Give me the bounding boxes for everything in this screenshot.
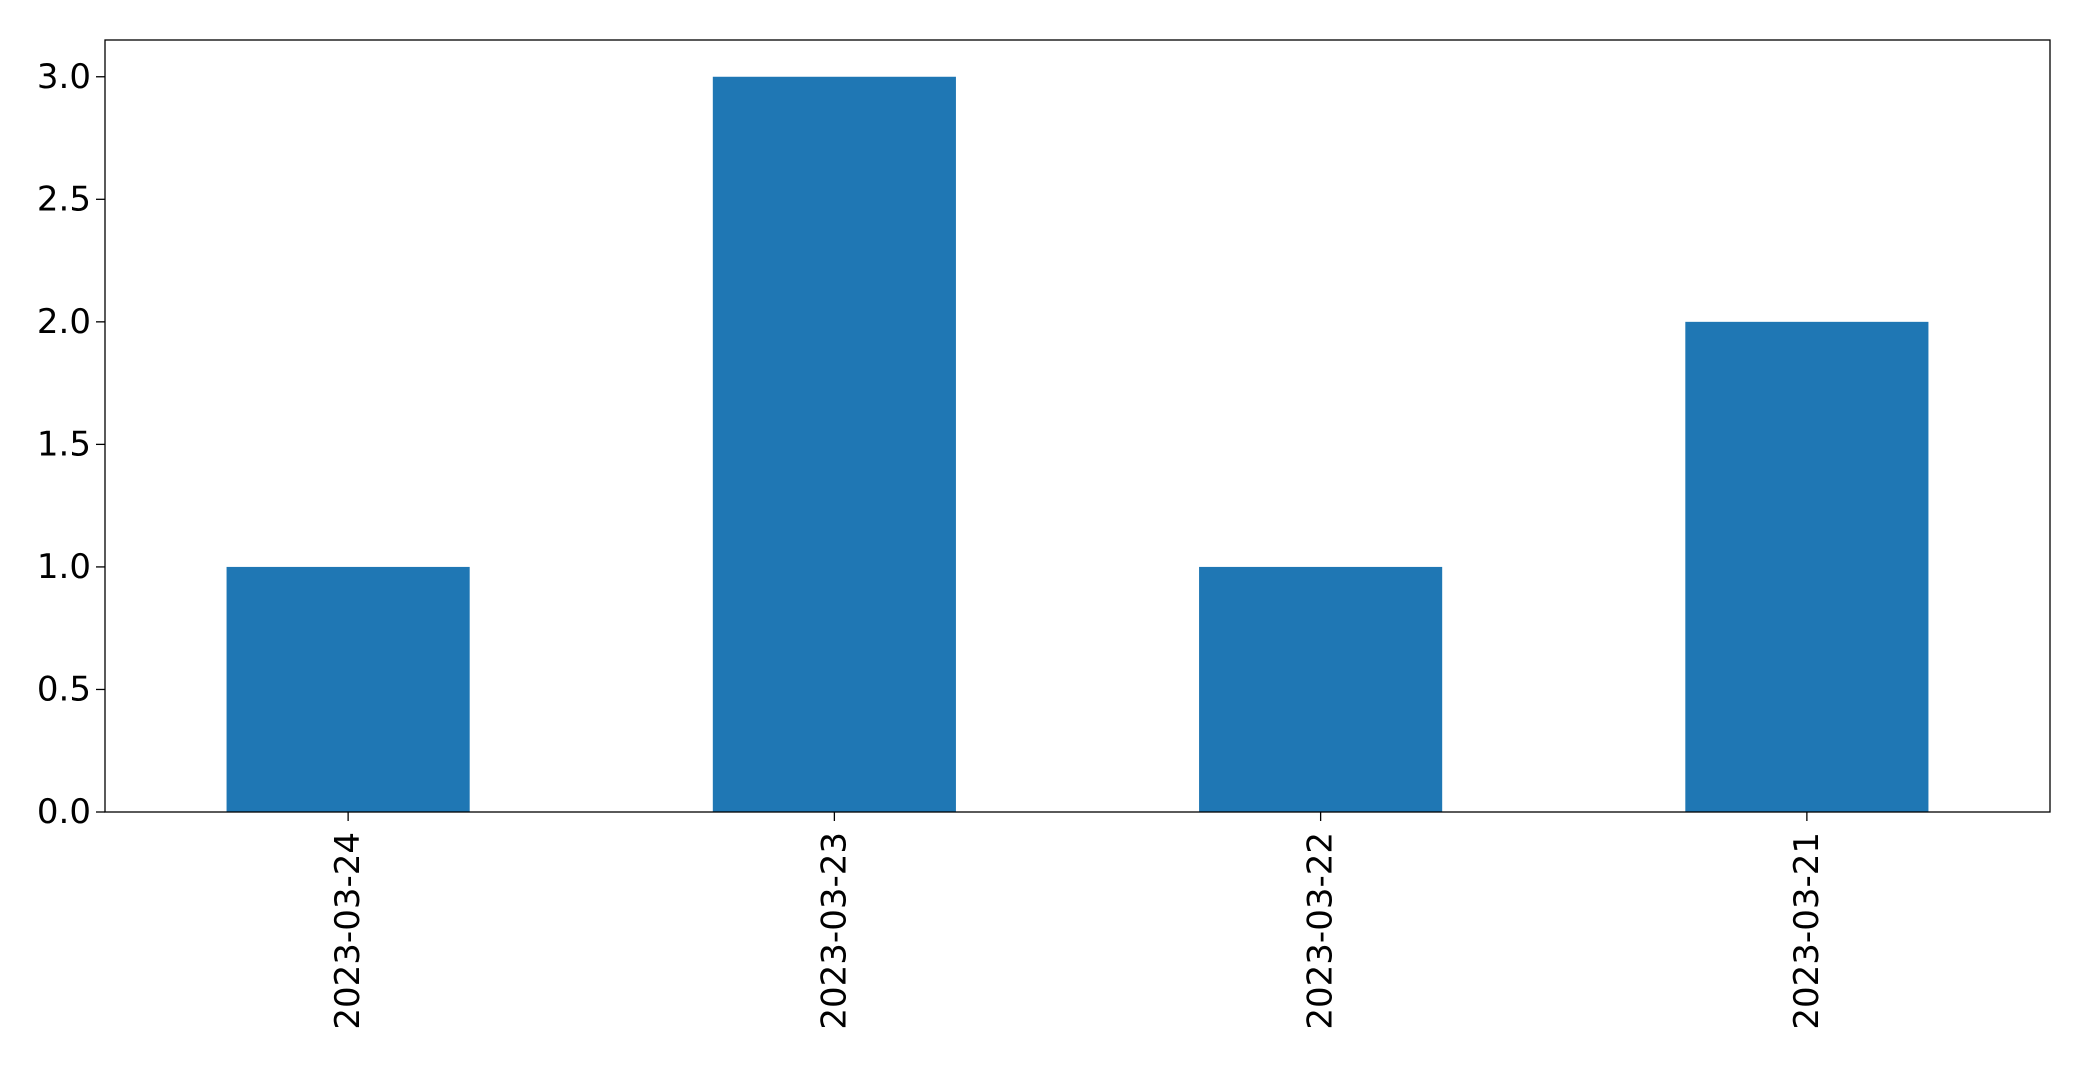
x-tick-label: 2023-03-24 — [328, 832, 368, 1030]
x-tick-label: 2023-03-23 — [814, 832, 854, 1030]
plot-area — [226, 76, 1929, 812]
plot-frame — [104, 39, 2051, 813]
bar-2023-03-24 — [226, 566, 470, 812]
y-tick-label: 3.0 — [37, 57, 91, 97]
y-tick-label: 2.5 — [37, 179, 91, 219]
y-axis: 0.0 0.5 1.0 1.5 2.0 2.5 3.0 — [37, 57, 105, 832]
x-tick-label: 2023-03-21 — [1787, 832, 1827, 1030]
bar-2023-03-22 — [1199, 566, 1443, 812]
x-tick-label: 2023-03-22 — [1301, 832, 1341, 1030]
y-tick-label: 0.5 — [37, 669, 91, 709]
y-tick-label: 0.0 — [37, 792, 91, 832]
bar-2023-03-23 — [712, 76, 956, 812]
bar-2023-03-21 — [1685, 321, 1929, 812]
y-tick-label: 1.5 — [37, 424, 91, 464]
y-tick-label: 1.0 — [37, 547, 91, 587]
y-tick-label: 2.0 — [37, 302, 91, 342]
x-axis: 2023-03-24 2023-03-23 2023-03-22 2023-03-21 — [328, 812, 1827, 1030]
